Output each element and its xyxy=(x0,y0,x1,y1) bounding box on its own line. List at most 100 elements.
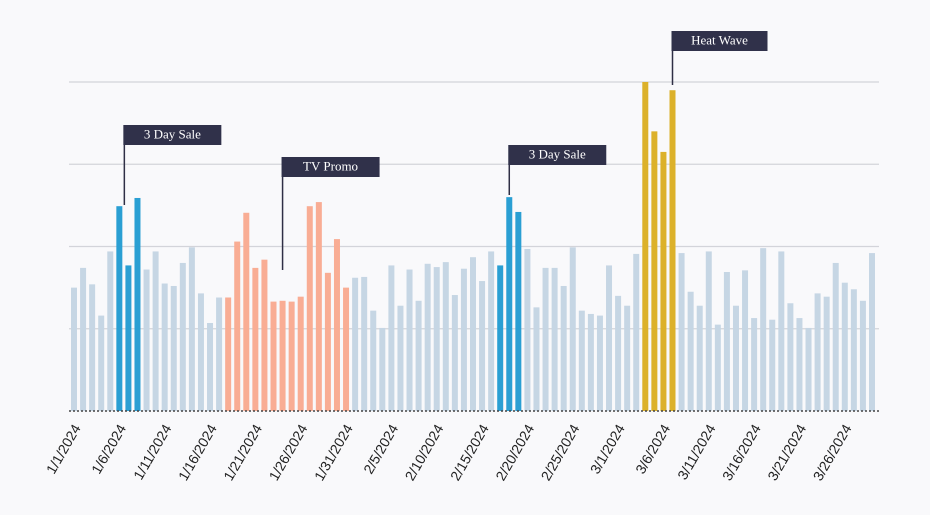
bar xyxy=(760,248,767,411)
bar xyxy=(80,267,87,411)
bar xyxy=(850,289,857,411)
bar xyxy=(352,277,359,411)
bar xyxy=(569,247,576,411)
bar xyxy=(642,82,649,411)
bar xyxy=(361,276,368,411)
bar xyxy=(587,313,594,411)
bar xyxy=(397,305,404,411)
bar xyxy=(279,300,286,411)
bar xyxy=(252,267,259,411)
bar xyxy=(778,251,785,411)
bar xyxy=(261,259,268,411)
bar xyxy=(297,296,304,411)
bar xyxy=(479,281,486,411)
x-tick-label: 1/26/2024 xyxy=(266,421,311,483)
bar xyxy=(116,206,123,411)
bar xyxy=(415,300,422,411)
annotation-box xyxy=(123,125,222,145)
x-tick-label: 2/10/2024 xyxy=(402,421,447,483)
x-tick-label: 1/21/2024 xyxy=(220,421,265,483)
x-tick-label: 1/16/2024 xyxy=(175,421,220,483)
bar xyxy=(551,267,558,411)
bar xyxy=(796,318,803,411)
bar xyxy=(207,322,214,411)
bar xyxy=(306,206,313,411)
bar xyxy=(869,253,875,411)
bar xyxy=(433,267,440,411)
bar xyxy=(832,262,839,411)
bar xyxy=(705,251,712,411)
x-tick-label: 3/1/2024 xyxy=(587,421,628,476)
bar xyxy=(125,265,132,411)
x-tick-label: 1/6/2024 xyxy=(88,421,129,476)
bar xyxy=(841,282,848,411)
bar xyxy=(442,262,449,411)
bar xyxy=(596,315,603,411)
bar xyxy=(143,269,150,411)
bar xyxy=(615,295,622,411)
bar xyxy=(723,271,730,411)
bar xyxy=(315,202,322,411)
annotation-box xyxy=(508,145,607,165)
bar xyxy=(243,212,250,411)
x-tick-label: 2/15/2024 xyxy=(447,421,492,483)
bar xyxy=(406,269,413,411)
bar xyxy=(678,253,685,411)
bar xyxy=(560,285,567,411)
bar xyxy=(578,310,585,411)
bar xyxy=(288,301,295,411)
annotation-box xyxy=(671,31,768,51)
bar xyxy=(488,251,495,411)
bar xyxy=(714,324,721,411)
bar xyxy=(89,284,96,411)
bar xyxy=(524,248,531,411)
bar xyxy=(134,197,141,411)
bar xyxy=(388,265,395,411)
bar xyxy=(742,270,749,411)
bar xyxy=(542,267,549,411)
x-tick-label: 1/11/2024 xyxy=(130,421,175,482)
bar xyxy=(624,305,631,411)
bar xyxy=(460,268,467,411)
bar xyxy=(234,241,241,411)
bar xyxy=(324,272,331,411)
bar xyxy=(497,265,504,411)
bar xyxy=(805,327,812,411)
x-tick-label: 2/5/2024 xyxy=(360,421,401,476)
bar xyxy=(696,305,703,411)
x-tick-label: 1/31/2024 xyxy=(311,421,356,483)
annotation-box xyxy=(281,157,380,177)
bar xyxy=(188,247,195,411)
x-tick-label: 3/26/2024 xyxy=(810,421,855,483)
bar xyxy=(669,90,676,411)
bar xyxy=(633,253,640,411)
bar xyxy=(379,327,386,411)
bar xyxy=(823,296,830,411)
bar xyxy=(787,303,794,411)
bar xyxy=(687,291,694,411)
bar xyxy=(225,297,232,411)
x-tick-label: 1/1/2024 xyxy=(43,421,84,476)
x-tick-label: 3/16/2024 xyxy=(719,421,764,483)
bar xyxy=(451,295,458,411)
bar xyxy=(859,300,866,411)
bar xyxy=(333,239,340,411)
bar xyxy=(343,287,350,411)
bar xyxy=(152,251,159,411)
bar xyxy=(606,265,613,411)
bar xyxy=(370,310,377,411)
bar xyxy=(424,263,431,411)
x-tick-label: 2/20/2024 xyxy=(492,421,537,483)
bar xyxy=(515,211,522,411)
x-tick-label: 2/25/2024 xyxy=(538,421,583,483)
annotation-text: TV Promo xyxy=(303,158,358,173)
bar xyxy=(107,251,114,411)
bar xyxy=(533,307,540,411)
bar xyxy=(161,283,168,411)
bar xyxy=(769,319,776,411)
x-tick-label: 3/6/2024 xyxy=(632,421,673,476)
bar xyxy=(651,131,658,411)
bar xyxy=(751,318,758,411)
bar xyxy=(506,197,513,411)
